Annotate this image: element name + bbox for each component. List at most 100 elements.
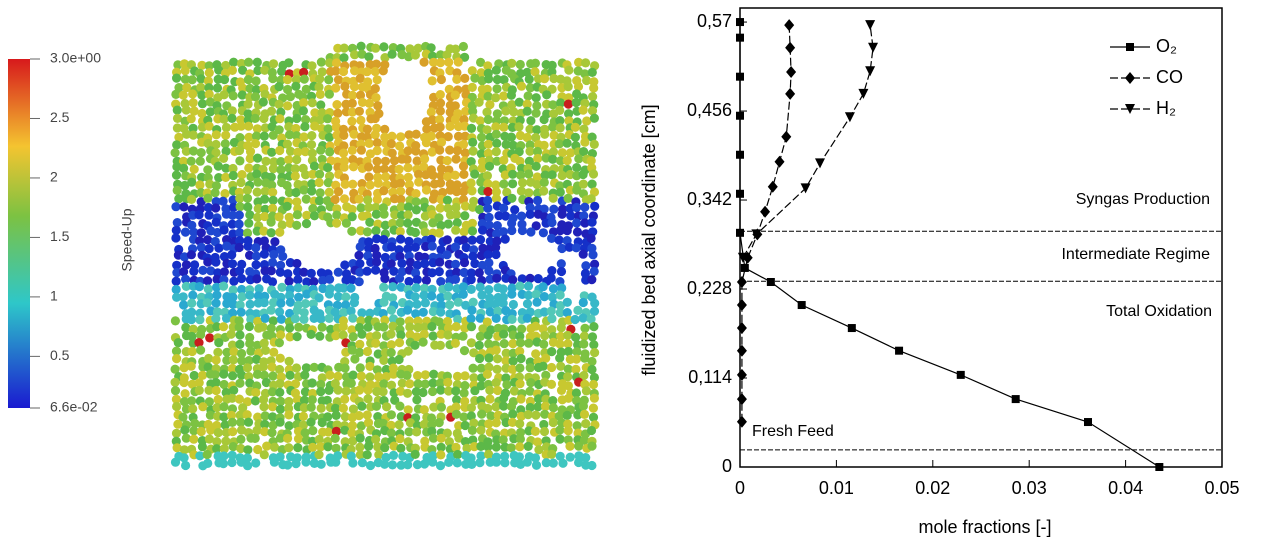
particle [451,210,461,220]
x-tick-label: 0.02 [915,478,950,498]
particle [179,252,190,262]
particle [419,329,429,339]
particle [266,228,276,238]
x-tick-label: 0.04 [1108,478,1143,498]
particle [213,161,223,171]
particle [194,210,204,220]
particle [355,363,365,373]
particle [589,139,599,149]
marker [1155,463,1164,471]
particle [211,148,221,158]
particle [338,330,348,340]
particle [378,418,388,428]
particle [476,363,486,373]
particle [242,185,252,195]
particle [453,449,463,460]
particle [501,273,511,283]
particle [340,363,350,373]
particle [563,82,573,92]
particle [172,185,182,195]
particle [470,169,480,179]
particle [531,349,541,359]
particle [219,153,229,163]
particle [268,130,278,140]
particle [269,457,279,467]
particle [570,122,580,132]
particle [586,194,596,204]
particle [555,290,565,300]
particle [284,276,294,286]
particle [307,395,317,405]
particle [347,107,357,117]
particle [268,420,278,430]
particle [314,293,324,303]
particle [186,315,196,325]
particle [389,441,399,451]
particle [452,187,462,197]
particle [589,83,599,93]
particle [491,345,501,355]
particle [214,173,224,183]
particle [499,339,509,349]
particle [395,401,405,411]
particle [203,284,213,294]
marker [736,299,747,312]
particle [438,187,448,198]
particle [436,385,446,395]
particle [435,378,445,388]
particle [171,276,181,286]
particle [379,235,389,245]
particle [565,452,575,462]
particle [555,425,565,435]
particle [402,370,412,380]
particle [212,282,222,292]
particle [590,259,600,269]
particle [451,154,461,164]
particle [395,226,405,237]
particle [170,457,181,467]
particle [587,106,598,116]
marker [736,322,747,335]
particle [547,347,557,357]
particle [357,458,367,468]
particle [292,332,302,342]
particle [444,84,454,94]
particle [532,125,542,135]
particle [373,412,383,422]
particle [212,290,222,300]
particle [547,233,557,243]
particle [275,452,285,462]
particle [219,252,230,262]
particle [172,260,182,270]
particle [170,386,181,396]
particle [483,139,493,149]
particle [547,266,557,276]
particle [482,369,492,379]
particle [188,89,198,99]
particle [531,161,541,171]
particle [234,145,245,156]
particle [347,325,357,335]
particle [571,97,581,108]
particle [341,292,351,302]
particle [563,393,574,403]
particle [267,428,277,438]
particle [283,460,293,470]
particle [251,388,261,398]
particle [354,250,364,260]
particle [354,347,365,357]
particle [365,460,376,471]
particle [571,354,582,364]
marker [786,66,797,79]
particle [267,147,277,157]
particle [227,210,238,220]
marker [736,111,744,120]
particle [324,75,334,85]
particle [563,193,573,203]
particle [259,298,269,308]
particle [205,410,215,420]
particle [293,434,304,444]
particle [178,412,188,422]
particle [371,209,381,219]
particle [386,380,397,390]
